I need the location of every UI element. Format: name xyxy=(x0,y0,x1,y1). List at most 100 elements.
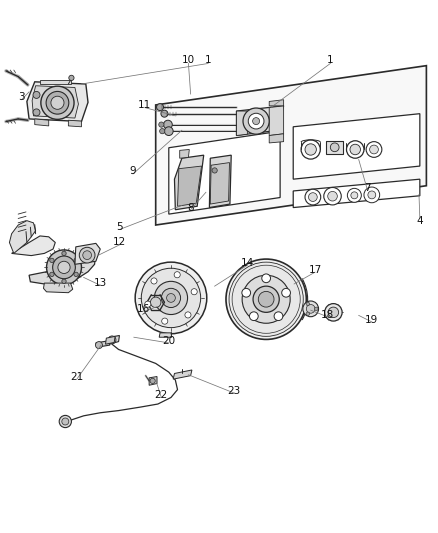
Circle shape xyxy=(242,275,290,323)
Text: 18: 18 xyxy=(321,310,334,319)
Circle shape xyxy=(74,272,78,277)
Circle shape xyxy=(161,288,180,308)
Polygon shape xyxy=(35,119,49,126)
Circle shape xyxy=(368,191,376,199)
Circle shape xyxy=(164,127,173,135)
Circle shape xyxy=(50,258,54,263)
Text: 9: 9 xyxy=(130,166,136,176)
Polygon shape xyxy=(32,86,78,118)
Text: 23: 23 xyxy=(228,386,241,396)
Circle shape xyxy=(159,122,164,127)
Circle shape xyxy=(305,144,316,155)
Circle shape xyxy=(370,145,378,154)
Circle shape xyxy=(305,189,321,205)
Text: 22: 22 xyxy=(155,390,168,400)
Circle shape xyxy=(274,312,283,320)
Circle shape xyxy=(330,143,339,152)
Circle shape xyxy=(253,118,260,125)
Circle shape xyxy=(306,312,310,316)
Circle shape xyxy=(301,140,320,159)
Circle shape xyxy=(79,247,95,263)
Polygon shape xyxy=(177,166,201,206)
Polygon shape xyxy=(40,79,71,84)
Circle shape xyxy=(351,192,358,199)
Text: 1: 1 xyxy=(327,55,334,66)
Polygon shape xyxy=(106,336,115,344)
Polygon shape xyxy=(237,106,284,135)
Circle shape xyxy=(46,92,69,114)
Text: 10: 10 xyxy=(182,55,195,66)
Polygon shape xyxy=(269,134,284,143)
Circle shape xyxy=(150,297,161,308)
Circle shape xyxy=(303,301,318,317)
Circle shape xyxy=(33,92,40,99)
Circle shape xyxy=(145,301,151,307)
Polygon shape xyxy=(237,111,247,135)
Circle shape xyxy=(253,286,279,312)
Polygon shape xyxy=(210,163,230,204)
Circle shape xyxy=(59,415,71,427)
Polygon shape xyxy=(12,236,55,256)
Circle shape xyxy=(229,262,303,336)
Polygon shape xyxy=(27,82,88,122)
Polygon shape xyxy=(169,131,280,214)
Polygon shape xyxy=(43,283,73,293)
Circle shape xyxy=(308,193,317,201)
Text: 11: 11 xyxy=(138,100,152,110)
Text: 14: 14 xyxy=(241,258,254,268)
Circle shape xyxy=(53,256,75,279)
Text: 3: 3 xyxy=(18,92,25,102)
Circle shape xyxy=(324,188,341,205)
Circle shape xyxy=(41,86,74,119)
Circle shape xyxy=(62,251,66,256)
Polygon shape xyxy=(269,100,284,106)
Circle shape xyxy=(328,307,339,318)
Circle shape xyxy=(243,108,269,134)
Polygon shape xyxy=(29,247,96,284)
Circle shape xyxy=(141,268,201,328)
Polygon shape xyxy=(159,333,172,337)
Circle shape xyxy=(325,304,342,321)
Circle shape xyxy=(366,142,382,157)
Circle shape xyxy=(306,302,310,306)
Text: 1: 1 xyxy=(205,55,212,66)
Polygon shape xyxy=(155,66,426,225)
Circle shape xyxy=(226,259,306,340)
Text: 21: 21 xyxy=(71,372,84,382)
Circle shape xyxy=(62,418,69,425)
Circle shape xyxy=(258,292,274,307)
Text: 8: 8 xyxy=(187,203,194,213)
Circle shape xyxy=(69,75,74,80)
Polygon shape xyxy=(149,376,157,385)
Polygon shape xyxy=(96,341,110,348)
Circle shape xyxy=(154,281,187,314)
Circle shape xyxy=(95,342,102,349)
Circle shape xyxy=(262,274,271,282)
Circle shape xyxy=(306,304,315,313)
Circle shape xyxy=(162,318,168,324)
Circle shape xyxy=(346,141,364,158)
Circle shape xyxy=(314,307,318,311)
Circle shape xyxy=(282,288,290,297)
Circle shape xyxy=(33,109,40,116)
Circle shape xyxy=(51,96,64,109)
Circle shape xyxy=(364,187,380,203)
Circle shape xyxy=(174,272,180,278)
Circle shape xyxy=(232,265,300,333)
Text: 17: 17 xyxy=(308,265,321,275)
Circle shape xyxy=(150,378,155,384)
Polygon shape xyxy=(75,244,100,264)
Circle shape xyxy=(163,120,172,129)
Circle shape xyxy=(328,191,337,201)
Circle shape xyxy=(83,251,92,260)
Circle shape xyxy=(212,168,217,173)
Circle shape xyxy=(58,261,70,273)
Circle shape xyxy=(250,312,258,320)
Circle shape xyxy=(166,294,175,302)
Polygon shape xyxy=(293,114,420,179)
Polygon shape xyxy=(68,120,81,127)
Bar xyxy=(326,141,343,154)
Polygon shape xyxy=(174,155,204,210)
Circle shape xyxy=(159,128,165,134)
Text: 20: 20 xyxy=(162,336,175,346)
